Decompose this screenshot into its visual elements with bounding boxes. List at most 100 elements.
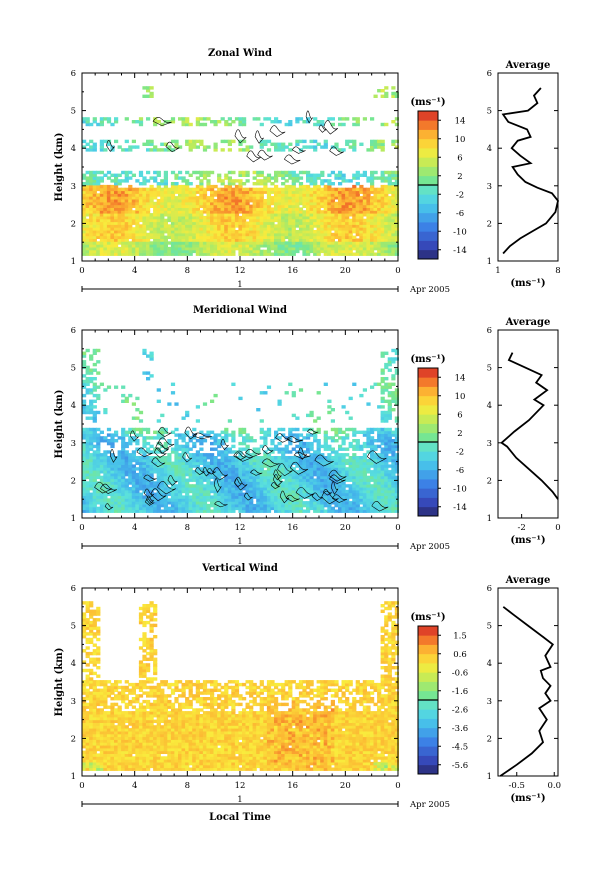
heatmap-cell: [323, 221, 328, 225]
heatmap-cell: [270, 230, 275, 234]
heatmap-cell: [89, 464, 94, 468]
heatmap-cell: [352, 506, 357, 511]
heatmap-cell: [394, 179, 399, 183]
heatmap-cell: [380, 238, 385, 242]
heatmap-cell: [323, 501, 328, 505]
heatmap-cell: [355, 472, 360, 477]
heatmap-cell: [181, 210, 186, 214]
heatmap-cell: [82, 238, 87, 242]
heatmap-cell: [156, 489, 161, 494]
heatmap-cell: [298, 170, 304, 175]
heatmap-cell: [341, 405, 346, 409]
heatmap-cell: [213, 439, 218, 443]
heatmap-cell: [192, 241, 197, 245]
heatmap-cell: [146, 509, 151, 513]
heatmap-cell: [362, 196, 367, 200]
heatmap-cell: [352, 458, 357, 463]
heatmap-cell: [110, 252, 115, 256]
heatmap-cell: [195, 213, 200, 217]
heatmap-cell: [377, 238, 382, 242]
heatmap-cell: [359, 224, 364, 228]
heatmap-cell: [231, 475, 236, 480]
heatmap-cell: [192, 461, 197, 465]
heatmap-cell: [341, 210, 346, 214]
heatmap-cell: [185, 117, 190, 121]
heatmap-cell: [128, 472, 133, 477]
heatmap-cell: [291, 230, 296, 234]
heatmap-cell: [323, 441, 328, 446]
heatmap-cell: [306, 210, 311, 214]
heatmap-cell: [106, 489, 112, 494]
heatmap-cell: [188, 467, 193, 471]
heatmap-cell: [178, 492, 183, 496]
heatmap-cell: [384, 221, 389, 225]
heatmap-cell: [373, 139, 378, 144]
heatmap-cell: [316, 447, 321, 451]
heatmap-cell: [181, 190, 186, 194]
heatmap-cell: [124, 190, 129, 194]
heatmap-cell: [263, 227, 268, 231]
heatmap-cell: [224, 481, 229, 485]
heatmap-cell: [387, 232, 392, 237]
heatmap-cell: [156, 193, 161, 197]
heatmap-cell: [160, 207, 165, 211]
heatmap-cell: [92, 416, 97, 420]
heatmap-cell: [220, 450, 225, 454]
heatmap-cell: [249, 235, 254, 239]
heatmap-cell: [245, 249, 250, 254]
heatmap-cell: [89, 213, 94, 217]
heatmap-cell: [153, 187, 158, 192]
heatmap-cell: [224, 184, 229, 189]
heatmap-cell: [156, 148, 161, 152]
heatmap-cell: [288, 196, 293, 200]
heatmap-cell: [263, 207, 268, 211]
heatmap-cell: [256, 230, 261, 234]
colorbar-segment: [418, 222, 438, 232]
heatmap-cell: [234, 487, 240, 491]
contour-line: [329, 146, 344, 156]
heatmap-cell: [114, 232, 119, 237]
heatmap-cell: [142, 187, 147, 192]
heatmap-cell: [85, 408, 90, 412]
heatmap-cell: [330, 249, 335, 254]
heatmap-cell: [249, 249, 254, 254]
heatmap-cell: [224, 436, 229, 440]
heatmap-cell: [192, 453, 197, 457]
heatmap-cell: [345, 495, 350, 499]
heatmap-cell: [121, 199, 126, 203]
heatmap-cell: [238, 179, 243, 183]
heatmap-cell: [124, 227, 129, 231]
heatmap-cell: [316, 489, 321, 494]
heatmap-cell: [96, 227, 101, 231]
heatmap-cell: [370, 489, 375, 494]
heatmap-cell: [345, 484, 350, 488]
heatmap-cell: [92, 244, 97, 248]
heatmap-cell: [327, 453, 332, 457]
heatmap-cell: [391, 199, 396, 203]
heatmap-cell: [245, 433, 250, 437]
heatmap-cell: [138, 199, 144, 203]
heatmap-cell: [128, 246, 133, 251]
heatmap-cell: [352, 122, 357, 127]
heatmap-cell: [160, 472, 165, 477]
heatmap-cell: [163, 142, 168, 146]
heatmap-cell: [348, 193, 353, 197]
heatmap-cell: [188, 252, 193, 256]
heatmap-cell: [153, 210, 158, 214]
heatmap-cell: [199, 182, 204, 186]
heatmap-cell: [391, 218, 396, 223]
heatmap-cell: [202, 484, 208, 488]
heatmap-cell: [338, 456, 343, 460]
heatmap-cell: [85, 184, 90, 189]
heatmap-cell: [341, 495, 346, 499]
heatmap-cell: [330, 509, 335, 513]
heatmap-cell: [220, 509, 225, 513]
heatmap-cell: [387, 213, 392, 217]
heatmap-cell: [185, 249, 190, 254]
heatmap-cell: [224, 218, 229, 223]
heatmap-cell: [117, 215, 122, 220]
heatmap-cell: [362, 201, 367, 206]
heatmap-cell: [338, 218, 343, 223]
heatmap-cell: [352, 472, 357, 477]
heatmap-cell: [284, 246, 289, 251]
